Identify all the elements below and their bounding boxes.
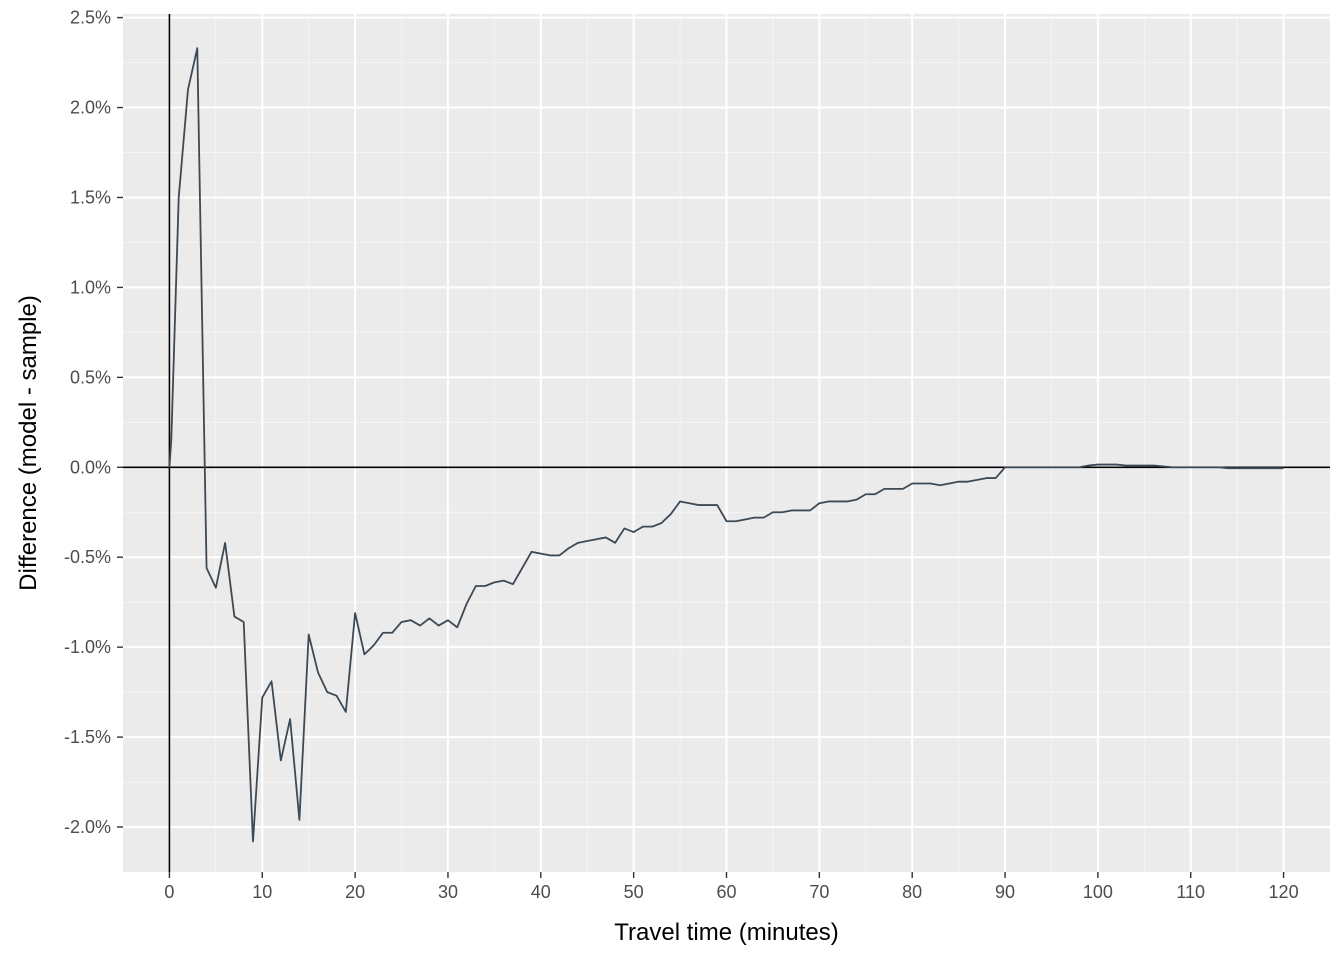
x-tick-label: 90 <box>995 882 1015 902</box>
x-tick-label: 80 <box>902 882 922 902</box>
x-tick-label: 0 <box>164 882 174 902</box>
y-tick-label: -1.0% <box>64 637 111 657</box>
x-tick-label: 10 <box>252 882 272 902</box>
y-tick-label: 1.0% <box>70 277 111 297</box>
x-tick-label: 70 <box>809 882 829 902</box>
reference-lines <box>123 14 1330 872</box>
y-tick-label: 2.0% <box>70 98 111 118</box>
x-tick-label: 110 <box>1176 882 1205 902</box>
y-axis: -2.0% -1.5% -1.0% -0.5% 0.0% 0.5% 1.0% 1.5% 2.0%… <box>64 8 123 837</box>
x-tick-label: 50 <box>624 882 644 902</box>
x-tick-label: 20 <box>345 882 365 902</box>
series-line <box>168 47 1284 843</box>
x-axis: 0 10 20 30 40 50 60 70 80 90 100 110 120 <box>164 872 1299 902</box>
y-tick-label: 1.5% <box>70 187 111 207</box>
y-tick-label: -1.5% <box>64 727 111 747</box>
y-axis-title: Difference (model - sample) <box>15 295 42 591</box>
x-tick-label: 120 <box>1269 882 1299 902</box>
x-tick-label: 40 <box>531 882 551 902</box>
y-tick-label: -2.0% <box>64 817 111 837</box>
x-tick-label: 60 <box>716 882 736 902</box>
y-tick-label: 0.5% <box>70 367 111 387</box>
y-tick-label: 0.0% <box>70 457 111 477</box>
x-tick-label: 100 <box>1083 882 1113 902</box>
x-axis-title: Travel time (minutes) <box>614 919 838 946</box>
y-tick-label: -0.5% <box>64 547 111 567</box>
x-tick-label: 30 <box>438 882 458 902</box>
y-tick-label: 2.5% <box>70 8 111 28</box>
series-layer <box>168 47 1284 843</box>
